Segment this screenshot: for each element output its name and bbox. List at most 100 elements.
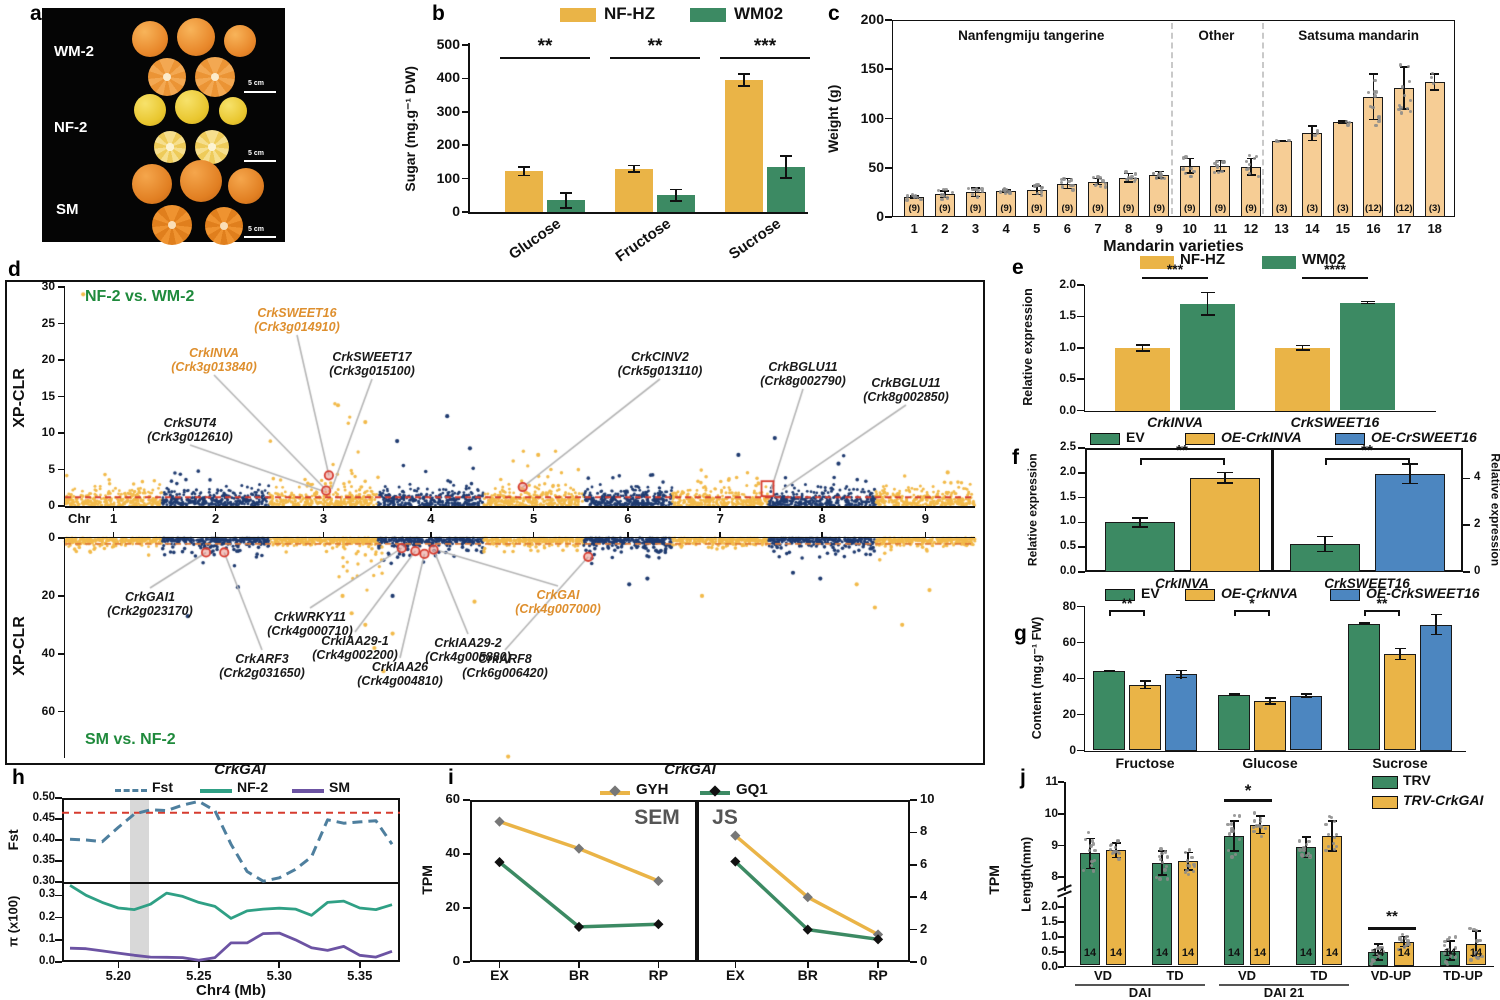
scatter-dot	[1188, 174, 1193, 178]
chr-tick	[532, 506, 535, 511]
legend-label-sm: SM	[329, 779, 350, 795]
scatter-dot	[940, 193, 944, 197]
legend-swatch-trv	[1372, 776, 1398, 789]
scatter-dot	[1089, 844, 1093, 848]
legend-label-wm02: WM02	[1302, 251, 1346, 268]
y-tick-label: 2	[920, 920, 928, 936]
x-axis	[468, 212, 809, 214]
scatter-dot	[1192, 865, 1197, 869]
scatter-dot	[1184, 155, 1188, 159]
scatter-dot	[1189, 166, 1193, 171]
error-cap	[1295, 344, 1310, 347]
error-bar	[1475, 930, 1477, 958]
scatter-dot	[945, 196, 950, 200]
error-cap	[1085, 867, 1095, 870]
scatter-dot	[1039, 194, 1044, 198]
scatter-dot	[1406, 939, 1410, 943]
scatter-dot	[1069, 183, 1073, 188]
bar	[1375, 473, 1445, 572]
scatter-dot	[1002, 188, 1006, 192]
error-cap	[670, 188, 682, 191]
bar-n-label: 14	[1469, 947, 1483, 959]
scatter-dot	[1067, 180, 1071, 184]
error-cap	[1228, 693, 1240, 695]
gene-label-name: CrkIAA26	[371, 660, 429, 674]
scatter-dot	[1094, 183, 1098, 188]
bar-n-label: 14	[1155, 947, 1169, 959]
scatter-dot	[1252, 826, 1256, 830]
gene-label-id: (Crk4g007000)	[515, 602, 601, 616]
scatter-dot	[1093, 859, 1097, 863]
error-cap	[738, 73, 750, 75]
error-cap	[1399, 66, 1409, 68]
comparison-title: SM vs. NF-2	[85, 731, 176, 748]
error-bar	[1141, 343, 1144, 352]
x-tick-label: BR	[568, 967, 590, 983]
y-axis-label-tpm-right: TPM	[986, 865, 1003, 895]
scatter-dot	[1129, 176, 1133, 180]
scale-bar	[244, 91, 276, 93]
y-tick	[58, 710, 65, 713]
scatter-dot	[1453, 946, 1457, 950]
chr-tick-label: 4	[427, 511, 435, 526]
x-axis-label: Mandarin varieties	[1103, 238, 1244, 255]
scatter-dot	[1126, 176, 1130, 180]
bar	[657, 195, 695, 212]
error-bar	[1342, 120, 1344, 125]
legend-label-nf2: NF-2	[237, 779, 269, 795]
y-tick-label: 0.5	[1059, 371, 1076, 386]
y-tick	[55, 938, 62, 941]
legend-swatch-nfhz	[560, 8, 596, 22]
legend-label-gq1: GQ1	[736, 781, 768, 798]
y-tick-label: 2.0	[1041, 899, 1058, 913]
chr-tick	[627, 506, 629, 511]
bar	[1115, 347, 1170, 411]
gene-label-id: (Crk8g002850)	[863, 390, 949, 404]
legend-swatch-wm02	[690, 8, 726, 22]
y-tick	[462, 144, 470, 146]
scatter-dot	[1302, 848, 1306, 853]
y-tick-label: 2.5	[1060, 441, 1076, 453]
error-cap	[1217, 482, 1233, 484]
scatter-dot	[1445, 962, 1450, 967]
scatter-dot	[1082, 868, 1086, 873]
y-tick	[1077, 605, 1084, 608]
scatter-dot	[942, 192, 946, 197]
chr-tick	[821, 506, 823, 511]
scatter-dot	[1315, 128, 1319, 132]
scatter-dot	[1252, 829, 1256, 834]
x-tick-label: 18	[1427, 221, 1442, 236]
error-bar	[1206, 291, 1209, 316]
y-tick-label: 60	[41, 703, 55, 718]
scatter-dot	[1327, 814, 1331, 819]
scatter-dot	[1183, 171, 1188, 175]
panel-letter-h: h	[12, 766, 25, 789]
gene-label-id: (Crk4g005880)	[425, 650, 511, 664]
scatter-dot	[1442, 943, 1447, 947]
scatter-dot	[1403, 936, 1407, 941]
sig-line	[1224, 799, 1272, 802]
bar	[1180, 303, 1235, 411]
scatter-dot	[937, 188, 941, 193]
bar-n-label: 14	[1109, 947, 1123, 959]
scatter-dot	[1124, 177, 1129, 182]
fruit-photo	[180, 160, 222, 202]
scatter-dot	[1158, 857, 1162, 861]
scatter-dot	[1298, 848, 1302, 852]
y-tick-label: 1.5	[1041, 914, 1058, 928]
scatter-dot	[976, 188, 980, 192]
scatter-dot	[1306, 851, 1311, 856]
y-tick	[58, 322, 65, 325]
legend-label: OE-CrkNVA	[1221, 585, 1298, 601]
error-cap	[1062, 177, 1072, 180]
scatter-dot	[1472, 927, 1476, 932]
x-category-label: TD	[1166, 968, 1184, 983]
x-category-label: VD	[1093, 968, 1113, 983]
x-tick-label: 4	[1002, 221, 1010, 236]
scatter-dot	[1287, 138, 1291, 143]
y-tick	[55, 818, 62, 820]
scatter-dot	[1159, 176, 1163, 181]
bar	[1384, 654, 1416, 751]
bar	[1105, 522, 1175, 572]
y-tick-label: 50	[868, 158, 884, 175]
